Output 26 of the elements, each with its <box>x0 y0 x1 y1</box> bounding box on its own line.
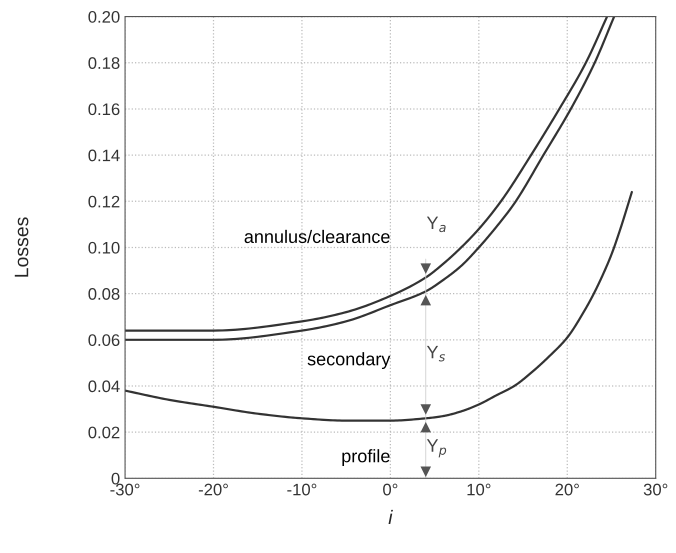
y-tick-label: 0.04 <box>88 380 120 392</box>
x-tick-label: 10° <box>468 484 490 496</box>
y-axis-title: Losses <box>14 217 28 277</box>
annotation: annulus/clearance <box>244 230 390 244</box>
y-tick-label: 0.14 <box>88 150 120 162</box>
x-tick-label: 0° <box>383 484 398 496</box>
x-tick-label: -10° <box>287 484 316 496</box>
annotation: Y$_{a}$ <box>426 216 446 232</box>
x-tick-label: -20° <box>198 484 228 496</box>
annotation: secondary <box>308 352 390 370</box>
y-tick-label: 0.06 <box>88 334 120 346</box>
y-tick-label: 0.20 <box>88 10 120 23</box>
annotation: Y$_{p}$ <box>426 439 446 458</box>
y-tick-label: 0.10 <box>88 242 120 254</box>
y-tick-label: 0.16 <box>88 103 120 116</box>
x-axis-title: i <box>388 510 393 524</box>
y-tick-label: 0.18 <box>88 57 120 69</box>
x-tick-label: 20° <box>556 484 579 496</box>
x-tick-label: -30° <box>110 484 140 496</box>
annotation: Y$_{s}$ <box>426 346 446 362</box>
x-tick-label: 30° <box>644 484 668 496</box>
y-tick-label: 0.02 <box>88 426 120 438</box>
y-tick-label: 0 <box>112 472 120 485</box>
y-tick-label: 0.12 <box>88 196 120 208</box>
y-tick-label: 0.08 <box>88 288 120 300</box>
annotation: profile <box>342 449 390 466</box>
